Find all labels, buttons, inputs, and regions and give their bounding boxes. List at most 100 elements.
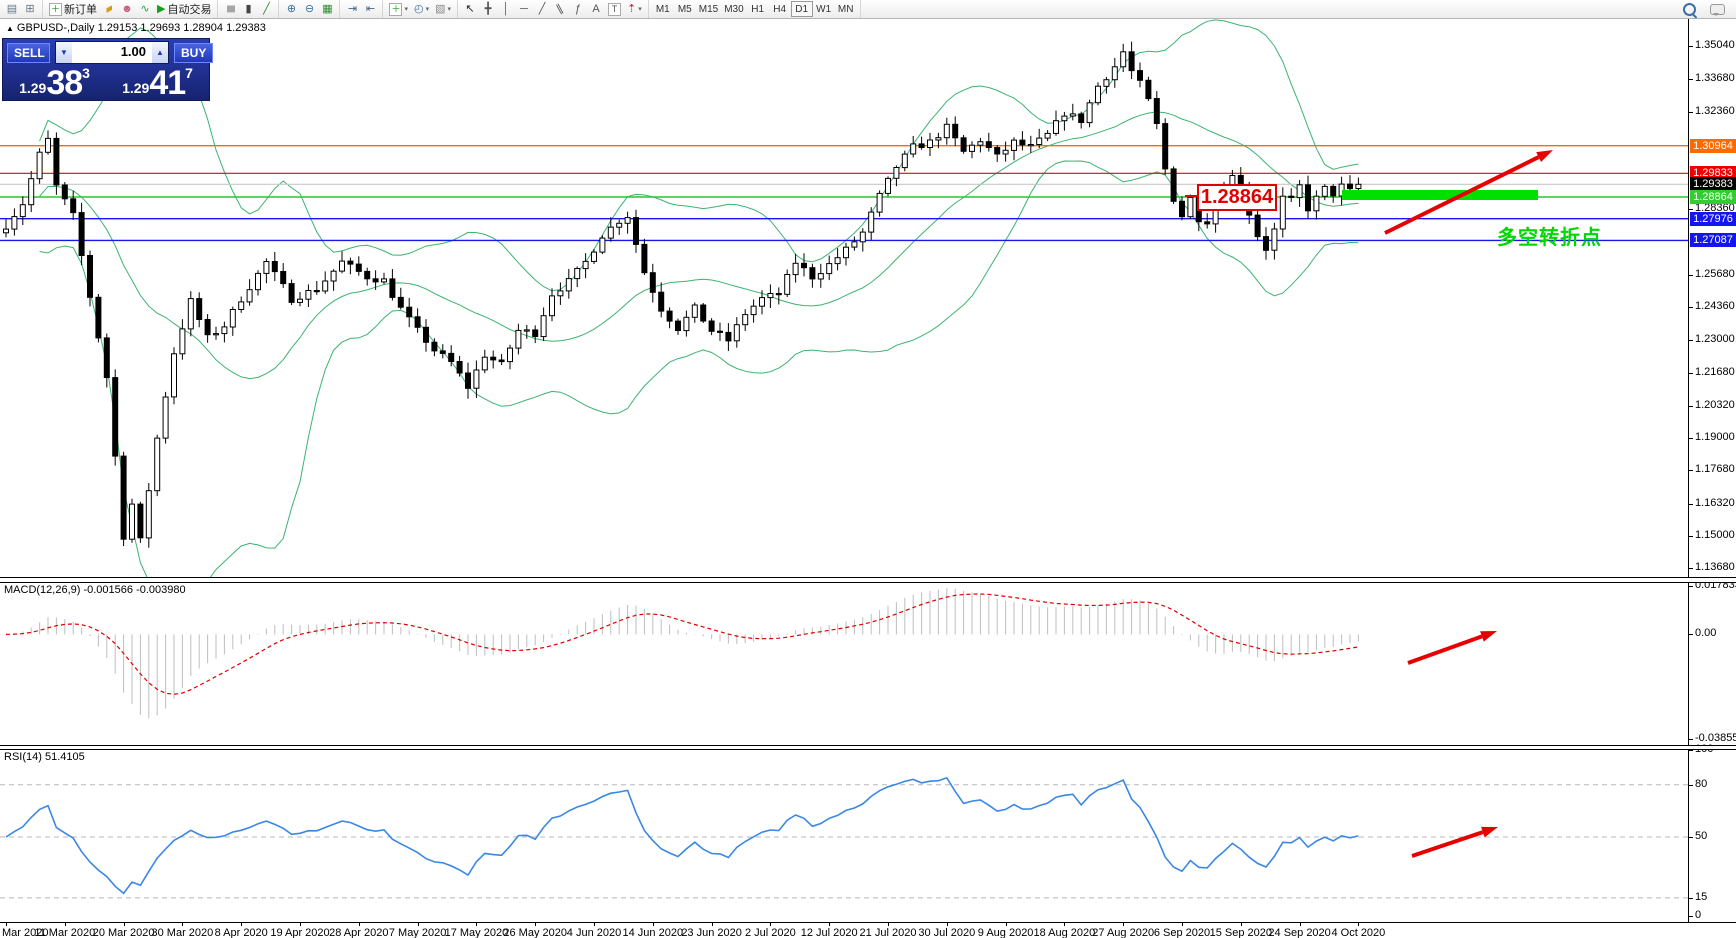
search-button[interactable]: [1680, 1, 1699, 17]
toolbar-fibonacci-button[interactable]: ƒ: [569, 1, 587, 17]
main-chart-canvas[interactable]: [0, 18, 1688, 577]
timeframe-d1-button[interactable]: D1: [790, 1, 813, 17]
scale-tick: [1689, 405, 1693, 407]
macd-canvas[interactable]: [0, 581, 1688, 745]
sell-price[interactable]: 1.29 38 3: [3, 64, 106, 100]
toolbar-horizontal-line-button[interactable]: ─: [515, 1, 533, 17]
toolbar-signals-button[interactable]: ∿: [136, 1, 154, 17]
date-label: 23 Jun 2020: [681, 927, 742, 938]
toolbar-zoom-out-button[interactable]: ⊖: [300, 1, 318, 17]
date-tick: [300, 923, 301, 926]
arrows-icon: ⇡: [627, 3, 637, 15]
date-tick: [182, 923, 184, 926]
macd-scale-label: 0.00: [1695, 627, 1717, 639]
toolbar-vertical-line-button[interactable]: │: [497, 1, 515, 17]
toolbar-periods-button[interactable]: ◴ ▾: [411, 1, 432, 17]
toolbar-group: ＋新订单 ▰ ☻ ∿ ▶ 自动交易: [43, 0, 219, 18]
timeframe-h1-button[interactable]: H1: [747, 1, 769, 17]
toolbar-group: ⊕ ⊖ ▦: [279, 0, 341, 18]
timeframe-m15-button[interactable]: M15: [696, 1, 721, 17]
scale-tick: [1689, 916, 1693, 917]
date-label: Mar 2020: [2, 927, 49, 938]
timeframe-m30-button[interactable]: M30: [721, 1, 746, 17]
toolbar-new-order-button[interactable]: ＋新订单: [46, 1, 100, 17]
toolbar-cursor-button[interactable]: ↖: [461, 1, 479, 17]
toolbar-candlestick-mode-button[interactable]: ▮: [239, 1, 257, 17]
collapse-triangle-icon[interactable]: ▲: [6, 24, 14, 33]
bollinger-middle: [39, 111, 1359, 380]
toolbar-zoom-in-button[interactable]: ⊕: [282, 1, 300, 17]
buy-button[interactable]: BUY: [174, 42, 214, 63]
price-line-label: 1.27087: [1690, 233, 1736, 248]
toolbar-tile-windows-button[interactable]: ▦: [318, 1, 336, 17]
horizontal-level-lines[interactable]: [0, 144, 1688, 242]
toolbar-group: ⇥ ⇤: [340, 0, 384, 18]
text-label-icon: T: [608, 2, 622, 16]
scale-tick: [1689, 837, 1693, 838]
price-tick-label: 1.25680: [1695, 267, 1735, 280]
volume-up-button[interactable]: ▲: [152, 42, 168, 63]
toolbar-chart-list-button[interactable]: ▤: [3, 1, 21, 17]
timeframe-mn-button[interactable]: MN: [835, 1, 857, 17]
templates-icon: ▧: [435, 3, 446, 15]
panel-divider[interactable]: [0, 745, 1736, 750]
toolbar-indicators-button[interactable]: ＋ ▾: [386, 1, 411, 17]
dropdown-caret-icon: ▾: [638, 6, 642, 13]
timeframe-h4-button[interactable]: H4: [769, 1, 791, 17]
candlestick-mode-icon: ▮: [245, 3, 252, 15]
equidistant-channel-icon: ∥: [554, 2, 566, 16]
timeframe-m5-button[interactable]: M5: [674, 1, 696, 17]
toolbar-line-chart-mode-button[interactable]: ╱: [257, 1, 275, 17]
toolbar-right-icons: [1680, 1, 1736, 17]
toolbar-arrows-button[interactable]: ⇡ ▾: [624, 1, 645, 17]
rsi-canvas[interactable]: [0, 748, 1688, 922]
toolbar-data-window-button[interactable]: ⊞: [21, 1, 39, 17]
toolbar-chart-shift-button[interactable]: ⇤: [361, 1, 379, 17]
rsi-scale-label: 15: [1695, 890, 1708, 903]
macd-scale-label: -0.038559: [1695, 732, 1736, 744]
dropdown-caret-icon: ▾: [404, 6, 408, 13]
date-label: 6 Sep 2020: [1153, 927, 1211, 938]
sell-price-figure: 1.29: [19, 80, 47, 96]
main-chart-panel[interactable]: [0, 18, 1688, 577]
date-label: 27 Aug 2020: [1092, 927, 1155, 938]
volume-input[interactable]: 1.00: [72, 42, 152, 63]
support-zone-highlight[interactable]: [1342, 190, 1538, 200]
date-axis[interactable]: Mar 2020 11 Mar 2020 20 Mar 2020 30 Mar 202…: [0, 922, 1736, 938]
new-order-label: 新订单: [64, 4, 97, 16]
autotrading-label: 自动交易: [167, 4, 212, 16]
date-label: 28 Apr 2020: [329, 927, 389, 938]
date-label: 26 May 2020: [503, 927, 567, 938]
macd-panel[interactable]: MACD(12,26,9) -0.001566 -0.003980: [0, 581, 1688, 745]
price-level-callout[interactable]: 1.28864: [1197, 184, 1277, 211]
toolbar-crosshair-button[interactable]: ╋: [479, 1, 497, 17]
search-icon: [1683, 2, 1696, 16]
sell-price-pips: 38: [46, 64, 83, 102]
buy-price[interactable]: 1.29 41 7: [106, 64, 209, 100]
price-tick-label: 1.19000: [1695, 431, 1735, 444]
cursor-icon: ↖: [465, 3, 475, 15]
scale-tick: [1689, 750, 1693, 751]
volume-down-button[interactable]: ▼: [56, 42, 72, 63]
toolbar-expert-advisor-button[interactable]: ▰: [100, 1, 118, 17]
price-tick-label: 1.17680: [1695, 463, 1735, 476]
price-scale[interactable]: 1.35040 1.33680 1.32360 1.28360 1.25680 1.243…: [1688, 18, 1736, 922]
toolbar-autotrading-button[interactable]: ▶ 自动交易: [154, 1, 214, 17]
toolbar-auto-scroll-button[interactable]: ⇥: [343, 1, 361, 17]
toolbar-templates-button[interactable]: ▧ ▾: [432, 1, 454, 17]
price-tick-label: 1.35040: [1695, 38, 1735, 51]
chat-button[interactable]: [1707, 1, 1728, 17]
sell-button[interactable]: SELL: [7, 42, 50, 63]
toolbar-equidistant-channel-button[interactable]: ∥: [551, 1, 569, 17]
toolbar-mirror-trader-button[interactable]: ☻: [118, 1, 136, 17]
rsi-panel[interactable]: RSI(14) 51.4105: [0, 748, 1688, 922]
toolbar-bar-chart-mode-button[interactable]: ≣: [221, 1, 239, 17]
timeframe-m1-button[interactable]: M1: [652, 1, 674, 17]
date-label: 9 Aug 2020: [977, 927, 1034, 938]
toolbar-trendline-button[interactable]: ╱: [533, 1, 551, 17]
scale-tick: [1689, 340, 1693, 342]
timeframe-w1-button[interactable]: W1: [813, 1, 835, 17]
toolbar-text-button[interactable]: A: [587, 1, 605, 17]
toolbar-text-label-button[interactable]: T: [605, 1, 624, 17]
panel-divider[interactable]: [0, 577, 1736, 583]
